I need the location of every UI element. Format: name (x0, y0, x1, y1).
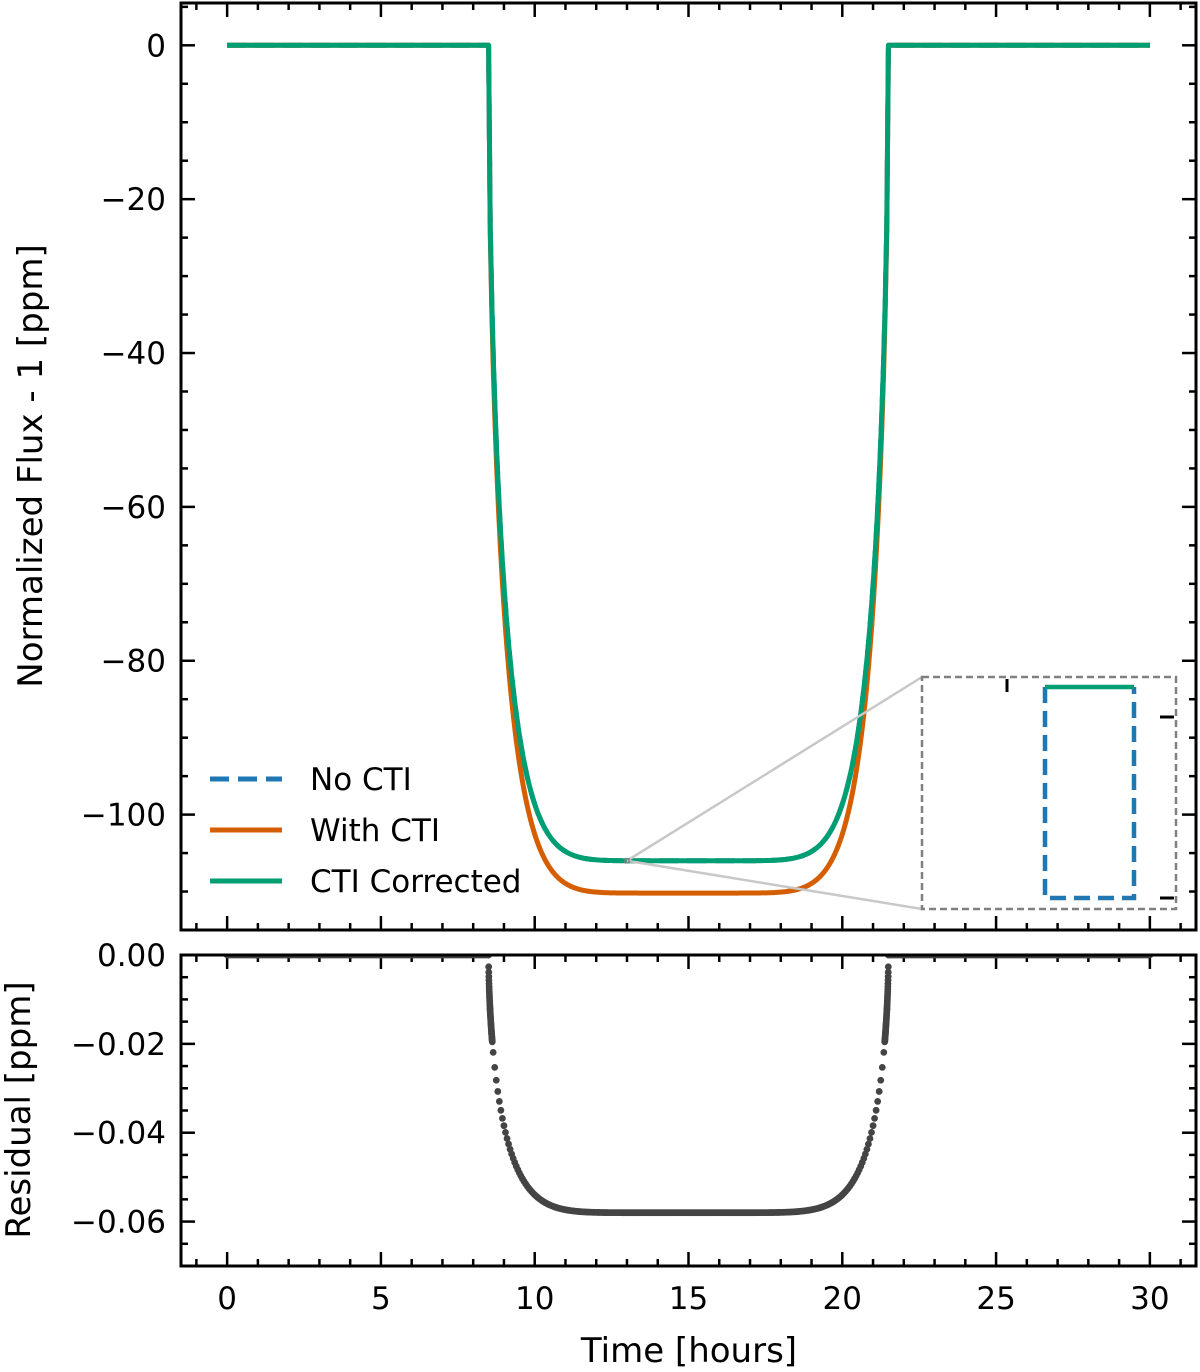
residual-point (494, 1088, 502, 1095)
series-line-cti-corrected (227, 42, 1150, 864)
top-series-layer (227, 42, 1150, 896)
residual-point (503, 1135, 511, 1142)
bottom-axes-frame (179, 953, 1198, 1268)
xtick-label: 5 (371, 1281, 391, 1317)
residual-point (875, 1088, 883, 1095)
residual-point (492, 1076, 500, 1084)
inset-connector-lower (626, 859, 923, 911)
inset-line-no-cti (1042, 687, 1137, 901)
residual-point (872, 1106, 880, 1114)
ytick-label: 0 (146, 28, 166, 64)
legend: No CTI With CTI CTI Corrected (210, 762, 521, 900)
xtick-label: 20 (823, 1281, 862, 1317)
bottom-series-layer (223, 955, 1154, 1217)
inset-traces (1042, 684, 1137, 901)
top-axes-frame (179, 1, 1198, 932)
ytick-label: −0.02 (71, 1027, 166, 1063)
zoom-region-marker (624, 858, 630, 864)
ytick-label: −60 (101, 490, 166, 526)
ytick-label: −100 (81, 798, 166, 834)
ytick-label: 0.00 (97, 938, 166, 974)
top-panel: 0 −20 −40 −60 −80 −100 Normalized Flux - 1 [p… (11, 1, 1198, 932)
residual-point (495, 1098, 503, 1105)
ytick-label: −20 (101, 182, 166, 218)
bottom-ylabel: Residual [ppm] (0, 981, 39, 1238)
bottom-xtick-labels: 0 5 10 15 20 25 30 (217, 1281, 1169, 1317)
ytick-label: −0.04 (71, 1116, 166, 1152)
xtick-label: 0 (217, 1281, 237, 1317)
xtick-label: 25 (976, 1281, 1015, 1317)
residual-point (497, 1106, 505, 1114)
top-ylabel: Normalized Flux - 1 [ppm] (11, 244, 51, 687)
inset-background (922, 677, 1176, 909)
residual-point (884, 963, 892, 971)
residual-point (863, 1145, 871, 1153)
residual-point (505, 1140, 512, 1148)
residual-point (877, 1076, 885, 1084)
residual-point (489, 1048, 497, 1056)
legend-label-with-cti: With CTI (310, 813, 440, 849)
residual-point (500, 1122, 508, 1130)
residual-point (874, 1098, 882, 1105)
residual-point (881, 1038, 889, 1046)
inset-connectors (624, 675, 923, 911)
residual-point (868, 1128, 875, 1136)
residual-point (502, 1128, 509, 1136)
legend-label-no-cti: No CTI (310, 762, 412, 798)
residual-point (488, 1038, 496, 1046)
xtick-label: 15 (669, 1281, 708, 1317)
zoom-inset (920, 675, 1178, 911)
residual-point (866, 1135, 874, 1142)
residual-point (878, 1063, 886, 1071)
bottom-xlabel: Time [hours] (580, 1331, 797, 1371)
residual-point (869, 1122, 877, 1130)
ytick-label: −0.06 (71, 1205, 166, 1241)
residual-point (871, 1114, 878, 1122)
top-ytick-labels: 0 −20 −40 −60 −80 −100 (81, 28, 166, 833)
ytick-label: −80 (101, 644, 166, 680)
inset-frame (920, 675, 1178, 911)
ytick-label: −40 (101, 336, 166, 372)
residual-point (485, 963, 493, 971)
residual-point (865, 1140, 872, 1148)
xtick-label: 10 (515, 1281, 554, 1317)
residual-point (499, 1114, 506, 1122)
series-line-with-cti (227, 42, 1150, 896)
bottom-panel: 0.00 −0.02 −0.04 −0.06 0 5 10 15 20 25 30 Residua… (0, 938, 1198, 1371)
residual-point (880, 1048, 888, 1056)
xtick-label: 30 (1130, 1281, 1169, 1317)
inset-connector-upper (626, 675, 923, 862)
legend-label-cti-corrected: CTI Corrected (310, 864, 521, 900)
residual-point (491, 1063, 499, 1071)
bottom-axis-ticks (181, 953, 1196, 1266)
bottom-ytick-labels: 0.00 −0.02 −0.04 −0.06 (71, 938, 166, 1241)
